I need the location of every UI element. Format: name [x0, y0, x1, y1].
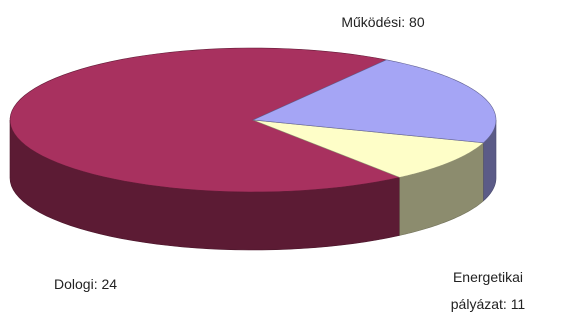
pie-top-faces: [9, 47, 497, 193]
pie-slice-energetikai-palyazat: [252, 119, 485, 178]
pie-slice-dologi: [251, 59, 497, 144]
data-label-mukodesi: Működési: 80: [341, 14, 424, 30]
data-label-energetikai-line1: Energetikai: [453, 269, 523, 285]
data-label-dologi: Dologi: 24: [54, 276, 117, 292]
data-label-energetikai-line2: pályázat: 11: [451, 296, 526, 312]
pie-slice-mukodesi: [9, 47, 401, 193]
data-labels: Működési: 80 Dologi: 24 Energetikai pály…: [54, 14, 525, 312]
